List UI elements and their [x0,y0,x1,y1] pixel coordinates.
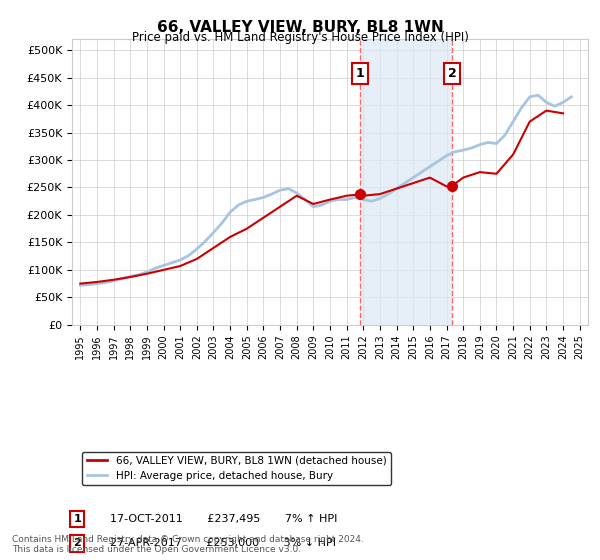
Text: 1: 1 [73,514,81,524]
Text: 27-APR-2017       £253,000       3% ↓ HPI: 27-APR-2017 £253,000 3% ↓ HPI [103,538,336,548]
Legend: 66, VALLEY VIEW, BURY, BL8 1WN (detached house), HPI: Average price, detached ho: 66, VALLEY VIEW, BURY, BL8 1WN (detached… [82,452,391,485]
Text: 1: 1 [356,67,364,80]
Text: Price paid vs. HM Land Registry's House Price Index (HPI): Price paid vs. HM Land Registry's House … [131,31,469,44]
Text: 2: 2 [448,67,457,80]
Bar [360,39,452,325]
Text: 2: 2 [73,538,81,548]
Text: 17-OCT-2011       £237,495       7% ↑ HPI: 17-OCT-2011 £237,495 7% ↑ HPI [103,514,337,524]
Text: Contains HM Land Registry data © Crown copyright and database right 2024.
This d: Contains HM Land Registry data © Crown c… [12,535,364,554]
Text: 66, VALLEY VIEW, BURY, BL8 1WN: 66, VALLEY VIEW, BURY, BL8 1WN [157,20,443,35]
